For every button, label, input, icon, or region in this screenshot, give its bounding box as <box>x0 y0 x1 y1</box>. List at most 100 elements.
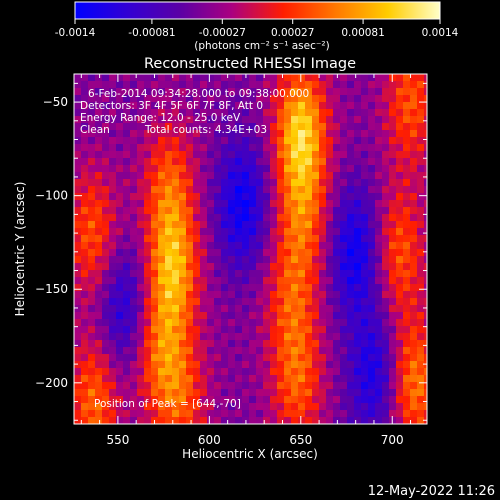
heatmap-cell <box>158 242 166 250</box>
heatmap-cell <box>214 382 222 390</box>
heatmap-cell <box>263 179 271 187</box>
heatmap-cell <box>158 326 166 334</box>
heatmap-cell <box>319 207 327 215</box>
heatmap-cell <box>354 151 362 159</box>
heatmap-cell <box>165 375 173 383</box>
heatmap-cell <box>396 354 404 362</box>
heatmap-cell <box>396 123 404 131</box>
heatmap-cell <box>81 361 89 369</box>
heatmap-cell <box>74 235 82 243</box>
heatmap-cell <box>109 361 117 369</box>
heatmap-cell <box>179 144 187 152</box>
heatmap-cell <box>396 151 404 159</box>
heatmap-cell <box>424 130 427 138</box>
heatmap-cell <box>361 137 369 145</box>
heatmap-cell <box>263 277 271 285</box>
heatmap-cell <box>298 340 306 348</box>
heatmap-cell <box>270 417 278 424</box>
heatmap-cell <box>333 109 341 117</box>
heatmap-cell <box>116 116 124 124</box>
heatmap-cell <box>375 228 383 236</box>
heatmap-cell <box>298 165 306 173</box>
heatmap-cell <box>319 312 327 320</box>
heatmap-cell <box>228 305 236 313</box>
heatmap-cell <box>263 186 271 194</box>
heatmap-cell <box>116 95 124 103</box>
heatmap-cell <box>263 291 271 299</box>
heatmap-cell <box>207 417 215 424</box>
heatmap-cell <box>368 88 376 96</box>
heatmap-cell <box>74 88 82 96</box>
heatmap-cell <box>340 403 348 411</box>
heatmap-cell <box>109 375 117 383</box>
heatmap-cell <box>172 375 180 383</box>
heatmap-cell <box>214 193 222 201</box>
heatmap-cell <box>242 242 250 250</box>
heatmap-cell <box>221 312 229 320</box>
heatmap-cell <box>396 389 404 397</box>
heatmap-cell <box>298 319 306 327</box>
heatmap-cell <box>172 340 180 348</box>
heatmap-cell <box>228 221 236 229</box>
heatmap-cell <box>137 291 145 299</box>
heatmap-cell <box>340 361 348 369</box>
heatmap-cell <box>270 130 278 138</box>
heatmap-cell <box>95 235 103 243</box>
heatmap-cell <box>410 186 418 194</box>
heatmap-cell <box>235 249 243 257</box>
heatmap-cell <box>249 74 257 82</box>
heatmap-cell <box>102 151 110 159</box>
heatmap-cell <box>326 354 334 362</box>
annotation-detectors: Detectors: 3F 4F 5F 6F 7F 8F, Att 0 <box>80 100 263 112</box>
heatmap-cell <box>333 186 341 194</box>
heatmap-cell <box>354 249 362 257</box>
heatmap-cell <box>354 284 362 292</box>
heatmap-cell <box>270 375 278 383</box>
heatmap-cell <box>200 207 208 215</box>
heatmap-cell <box>95 382 103 390</box>
heatmap-cell <box>333 382 341 390</box>
heatmap-cell <box>298 74 306 82</box>
heatmap-cell <box>186 284 194 292</box>
heatmap-cell <box>186 102 194 110</box>
heatmap-cell <box>235 137 243 145</box>
heatmap-cell <box>137 277 145 285</box>
heatmap-cell <box>284 326 292 334</box>
heatmap-cell <box>424 200 427 208</box>
heatmap-cell <box>361 144 369 152</box>
heatmap-cell <box>151 410 159 418</box>
heatmap-cell <box>158 333 166 341</box>
heatmap-cell <box>221 186 229 194</box>
heatmap-cell <box>277 417 285 424</box>
heatmap-cell <box>109 116 117 124</box>
heatmap-cell <box>410 144 418 152</box>
heatmap-cell <box>235 88 243 96</box>
heatmap-cell <box>277 396 285 404</box>
heatmap-cell <box>277 382 285 390</box>
heatmap-cell <box>158 270 166 278</box>
annotation-counts: Total counts: 4.34E+03 <box>144 124 267 136</box>
heatmap-cell <box>263 81 271 89</box>
heatmap-cell <box>270 270 278 278</box>
heatmap-cell <box>319 319 327 327</box>
heatmap-cell <box>123 277 131 285</box>
heatmap-cell <box>333 347 341 355</box>
heatmap-cell <box>368 179 376 187</box>
heatmap-cell <box>410 249 418 257</box>
heatmap-cell <box>368 396 376 404</box>
heatmap-cell <box>340 368 348 376</box>
heatmap-cell <box>207 228 215 236</box>
heatmap-cell <box>396 74 404 82</box>
heatmap-cell <box>396 95 404 103</box>
heatmap-cell <box>312 144 320 152</box>
heatmap-cell <box>277 270 285 278</box>
heatmap-cell <box>88 333 96 341</box>
heatmap-cell <box>340 200 348 208</box>
heatmap-cell <box>382 88 390 96</box>
heatmap-cell <box>158 368 166 376</box>
heatmap-cell <box>375 151 383 159</box>
heatmap-cell <box>179 291 187 299</box>
heatmap-cell <box>144 312 152 320</box>
heatmap-cell <box>382 81 390 89</box>
heatmap-cell <box>319 242 327 250</box>
